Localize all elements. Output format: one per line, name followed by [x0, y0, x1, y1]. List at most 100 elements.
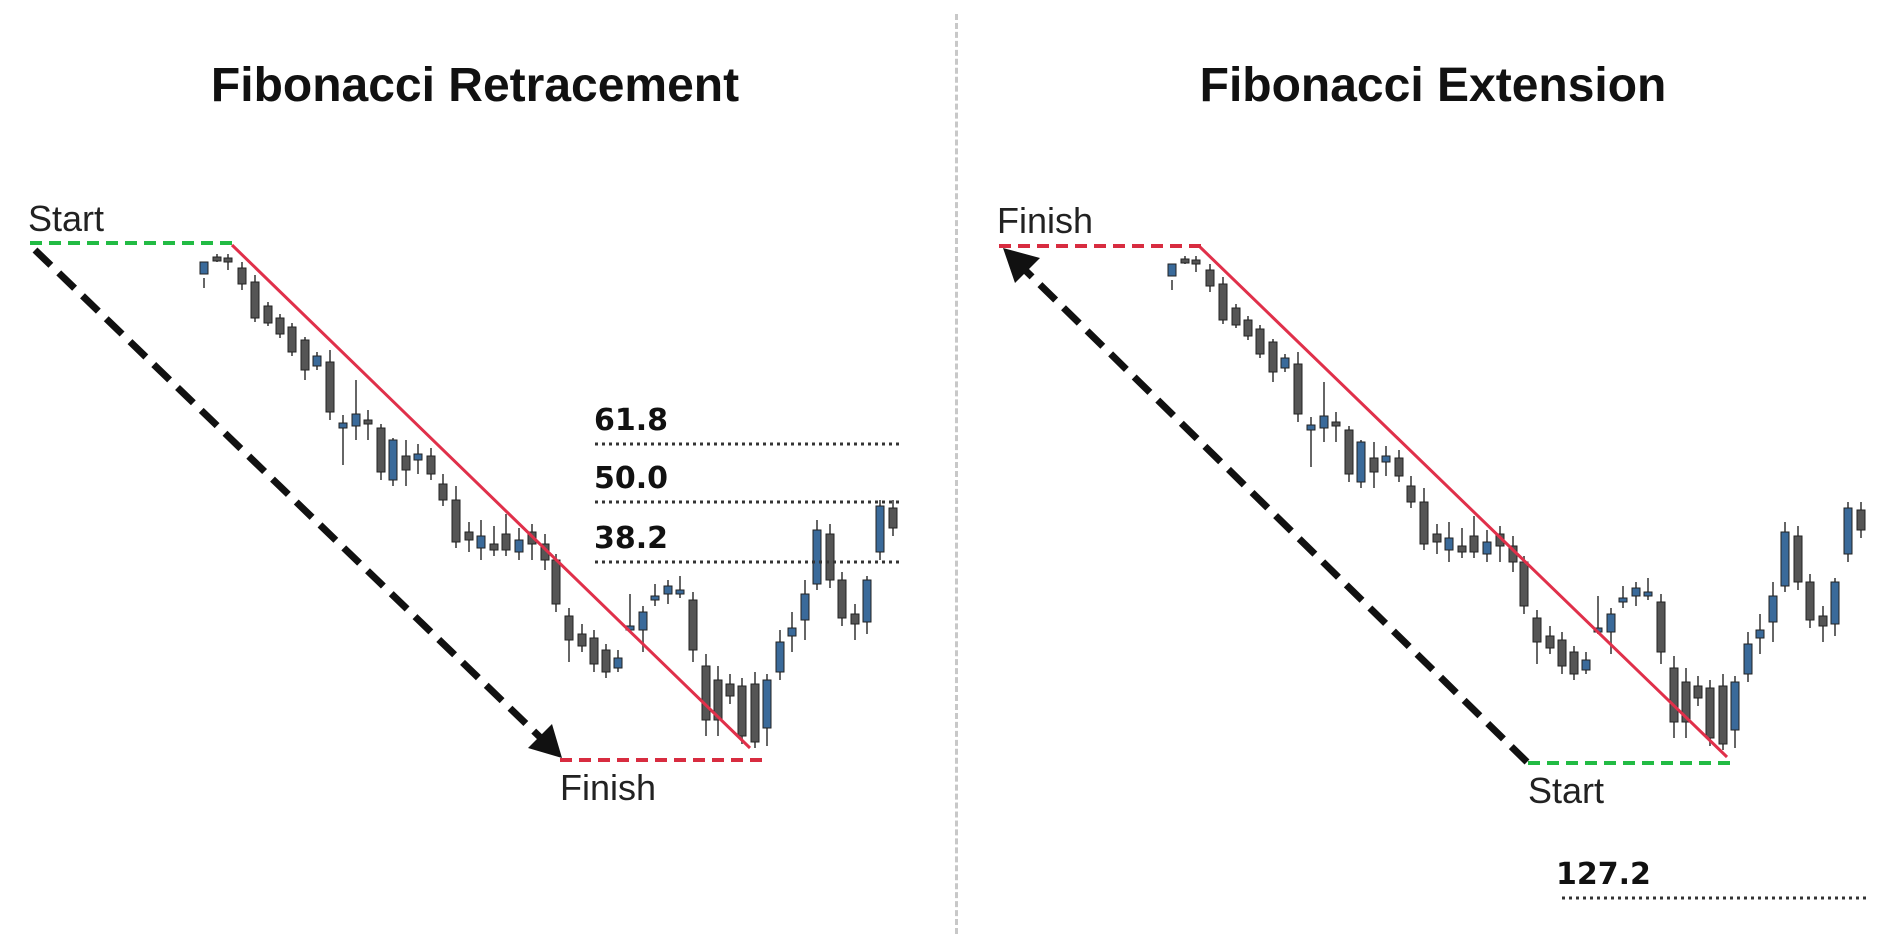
candle-body: [1243, 319, 1253, 337]
candle-body: [737, 685, 747, 737]
candle-body: [489, 543, 499, 551]
candle-body: [1730, 681, 1740, 731]
candle-body: [1167, 263, 1177, 277]
candle-body: [551, 559, 561, 605]
candle-body: [237, 267, 247, 285]
candle-body: [1519, 561, 1529, 607]
start-label: Start: [1528, 770, 1604, 811]
candle-body: [850, 613, 860, 625]
candle-body: [1569, 651, 1579, 675]
candle-body: [388, 439, 398, 481]
candle-body: [762, 679, 772, 729]
candle-body: [199, 261, 209, 275]
candle-body: [1768, 595, 1778, 623]
extension-panel: Fibonacci Extension 127.2 Finish Start: [955, 0, 1890, 937]
candle-body: [275, 317, 285, 335]
candle-body: [601, 649, 611, 673]
extension-title: Fibonacci Extension: [1199, 59, 1667, 112]
candle-body: [363, 419, 373, 425]
candle-body: [1755, 629, 1765, 639]
candle-body: [1705, 687, 1715, 739]
candle-body: [451, 499, 461, 543]
candle-body: [1743, 643, 1753, 675]
finish-label: Finish: [997, 200, 1093, 241]
candle-body: [1581, 659, 1591, 671]
candle-body: [1606, 613, 1616, 633]
candle-body: [564, 615, 574, 641]
candle-body: [1693, 685, 1703, 699]
candle-body: [775, 641, 785, 673]
candle-body: [376, 427, 386, 473]
candle-body: [1280, 357, 1290, 369]
candle-body: [638, 611, 648, 631]
candle-body: [501, 533, 511, 551]
candle-body: [1718, 685, 1728, 745]
candle-body: [1394, 457, 1404, 477]
fib-level-61-8-label: 61.8: [594, 403, 668, 438]
candle-body: [577, 633, 587, 647]
fib-level-50-0-label: 50.0: [594, 461, 668, 496]
candle-body: [1331, 421, 1341, 427]
retracement-panel: Fibonacci Retracement 61.8 50.0 38.2 Sta…: [28, 59, 900, 808]
candle-body: [1255, 328, 1265, 355]
extension-candles: [1167, 256, 1866, 750]
candle-body: [1406, 485, 1416, 503]
candle-body: [1681, 681, 1691, 723]
candle-body: [1656, 601, 1666, 653]
candle-body: [1469, 535, 1479, 553]
extension-trend-line: [1198, 245, 1729, 759]
candle-body: [1381, 455, 1391, 463]
candle-body: [1780, 531, 1790, 587]
candle-body: [650, 595, 660, 601]
candle-body: [1818, 615, 1828, 627]
candle-body: [1205, 269, 1215, 287]
candle-body: [713, 679, 723, 721]
start-label: Start: [28, 198, 104, 239]
candle-body: [675, 589, 685, 595]
retracement-title: Fibonacci Retracement: [210, 59, 740, 112]
candle-body: [1369, 457, 1379, 473]
candle-body: [1545, 635, 1555, 649]
candle-body: [663, 585, 673, 595]
candle-body: [1457, 545, 1467, 553]
candle-body: [862, 579, 872, 623]
move-direction-arrow: [1022, 267, 1530, 765]
candle-body: [1444, 537, 1454, 551]
candle-body: [1557, 639, 1567, 667]
candle-body: [1180, 258, 1190, 264]
candle-body: [212, 256, 222, 262]
candle-body: [476, 535, 486, 549]
candle-body: [1268, 341, 1278, 373]
candle-body: [312, 355, 322, 367]
move-direction-arrowhead: [1003, 248, 1040, 283]
candle-body: [1843, 507, 1853, 555]
candle-body: [1344, 429, 1354, 475]
fib-level-38-2-label: 38.2: [594, 521, 668, 556]
candle-body: [1793, 535, 1803, 583]
candle-body: [1419, 501, 1429, 545]
candle-body: [263, 305, 273, 324]
retracement-candles: [199, 254, 898, 748]
candle-body: [589, 637, 599, 665]
move-direction-arrow: [32, 247, 548, 745]
candle-body: [351, 413, 361, 427]
candle-body: [1669, 667, 1679, 723]
candle-body: [800, 593, 810, 621]
candle-body: [1306, 424, 1316, 431]
candle-body: [223, 257, 233, 263]
candle-body: [438, 483, 448, 501]
candle-body: [1830, 581, 1840, 625]
candle-body: [1532, 617, 1542, 643]
candle-body: [688, 599, 698, 651]
candle-body: [413, 453, 423, 461]
candle-body: [1482, 541, 1492, 555]
extension-chart: 127.2 Finish Start: [997, 200, 1867, 900]
candle-body: [613, 657, 623, 669]
candle-body: [287, 326, 297, 353]
candle-body: [837, 579, 847, 619]
retracement-chart: 61.8 50.0 38.2 Start Finish: [28, 198, 900, 808]
candle-body: [1432, 533, 1442, 543]
candle-body: [1631, 587, 1641, 597]
candle-body: [1643, 591, 1653, 597]
candle-body: [812, 529, 822, 585]
